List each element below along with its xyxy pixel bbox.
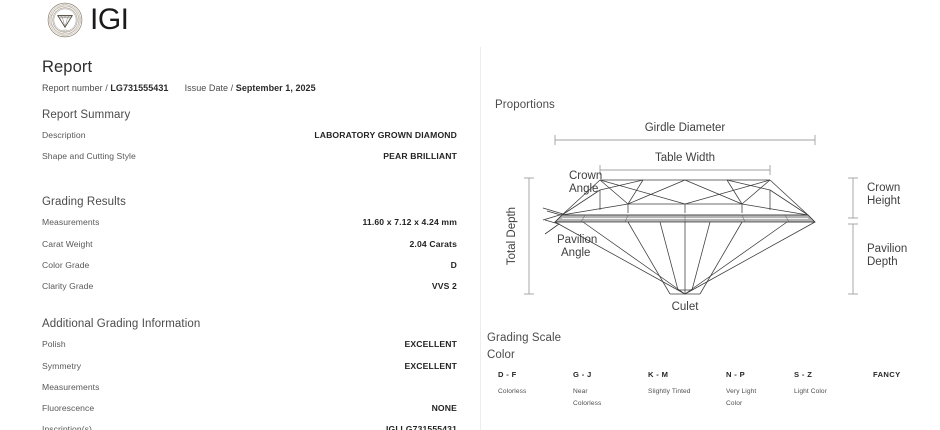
grading-scale-subtitle-color: Color: [487, 349, 515, 361]
color-scale-column-k-m: K - M Slightly Tinted: [648, 370, 691, 398]
row-description: Description LABORATORY GROWN DIAMOND: [42, 130, 457, 141]
row-label: Clarity Grade: [42, 281, 94, 292]
color-scale-column-s-z: S - Z Light Color: [794, 370, 827, 398]
row-label: Fluorescence: [42, 403, 95, 414]
color-grade-description-line2: Color: [726, 400, 743, 408]
igi-wordmark: IGI: [90, 3, 129, 36]
color-scale-column-n-p: N - P Very Light Color: [726, 370, 756, 410]
row-value: IGI LG731555431: [385, 424, 457, 430]
label-pavilion-angle-line1: Pavilion: [557, 234, 597, 246]
row-value: PEAR BRILLIANT: [383, 151, 457, 162]
row-value: VVS 2: [431, 281, 457, 292]
row-value: LABORATORY GROWN DIAMOND: [314, 130, 457, 140]
color-grade-range: D - F: [498, 370, 517, 379]
color-scale-column-d-f: D - F Colorless: [498, 370, 526, 398]
label-total-depth: Total Depth: [506, 207, 518, 265]
section-title-report-summary: Report Summary: [42, 109, 131, 121]
color-grade-description: Colorless: [498, 388, 527, 395]
row-inscriptions: Inscription(s) IGI LG731555431: [42, 424, 457, 430]
row-clarity-grade: Clarity Grade VVS 2: [42, 281, 457, 292]
label-crown-height-line2: Height: [867, 195, 901, 207]
color-scale-column-fancy: FANCY: [873, 370, 901, 386]
report-number-label: Report number /: [42, 83, 108, 93]
row-measurements-additional: Measurements: [42, 382, 457, 393]
section-title-grading-scale: Grading Scale: [487, 332, 562, 344]
row-value: 11.60 x 7.12 x 4.24 mm: [362, 217, 457, 228]
row-label: Inscription(s): [42, 424, 92, 430]
column-divider: [480, 47, 481, 430]
label-pavilion-depth-line2: Depth: [867, 256, 898, 268]
color-grade-description-line2: Colorless: [573, 400, 602, 408]
girdle-band: [554, 214, 816, 223]
svg-text:I G I: I G I: [63, 30, 68, 33]
label-crown-angle-line2: Angle: [569, 183, 598, 195]
color-scale-column-g-j: G - J Near Colorless: [573, 370, 601, 410]
color-grade-range: K - M: [648, 370, 669, 379]
row-symmetry: Symmetry EXCELLENT: [42, 361, 457, 372]
row-shape-cutting-style: Shape and Cutting Style PEAR BRILLIANT: [42, 151, 457, 162]
row-label: Measurements: [42, 217, 100, 228]
color-grade-range: FANCY: [873, 370, 901, 379]
section-title-proportions: Proportions: [495, 99, 555, 111]
row-label: Measurements: [42, 381, 100, 392]
label-pavilion-angle-line2: Angle: [561, 247, 590, 259]
section-title-grading-results: Grading Results: [42, 196, 126, 209]
grading-scale-section: Grading Scale Color D - F Colorless G - …: [487, 332, 937, 414]
report-details-column: Report Report number / LG731555431 Issue…: [42, 58, 457, 430]
igi-diamond-seal-icon: I G I: [47, 2, 83, 38]
dimension-lines: [524, 135, 858, 295]
color-grade-range: N - P: [726, 370, 746, 379]
diamond-proportions-diagram: Girdle Diameter Table Width Crown Angle …: [495, 112, 935, 317]
row-value: EXCELLENT: [404, 360, 457, 371]
color-grade-range: S - Z: [794, 370, 813, 379]
row-label: Description: [42, 130, 86, 140]
issue-date-label: Issue Date /: [184, 83, 234, 93]
report-meta-line: Report number / LG731555431 Issue Date /…: [42, 83, 457, 93]
color-scale-row: D - F Colorless G - J Near Colorless K -…: [498, 370, 937, 414]
row-value: 2.04 Carats: [409, 238, 457, 249]
section-title-additional-grading: Additional Grading Information: [42, 318, 201, 331]
row-measurements: Measurements 11.60 x 7.12 x 4.24 mm: [42, 217, 457, 228]
label-crown-angle-line1: Crown: [569, 170, 602, 182]
row-value: EXCELLENT: [404, 339, 457, 350]
color-grade-description: Slightly Tinted: [648, 388, 691, 395]
label-crown-height-line1: Crown: [867, 182, 900, 194]
row-label: Shape and Cutting Style: [42, 151, 136, 162]
color-grade-description: Light Color: [794, 388, 827, 395]
row-polish: Polish EXCELLENT: [42, 339, 457, 350]
row-carat-weight: Carat Weight 2.04 Carats: [42, 239, 457, 250]
row-value: D: [450, 259, 457, 270]
row-fluorescence: Fluorescence NONE: [42, 403, 457, 414]
row-label: Carat Weight: [42, 238, 93, 249]
label-girdle-diameter: Girdle Diameter: [645, 122, 726, 134]
issue-date-value: September 1, 2025: [235, 83, 316, 93]
report-number-value: LG731555431: [110, 83, 169, 93]
label-culet: Culet: [672, 301, 700, 312]
color-grade-range: G - J: [573, 370, 592, 379]
label-pavilion-depth-line1: Pavilion: [867, 243, 907, 255]
row-label: Polish: [42, 339, 66, 350]
igi-logo: I G I IGI: [47, 2, 129, 38]
color-grade-description-line1: Very Light: [726, 388, 757, 395]
row-label: Symmetry: [42, 360, 82, 371]
row-value: NONE: [431, 403, 457, 414]
page-title: Report: [42, 58, 93, 76]
label-table-width: Table Width: [655, 152, 715, 164]
row-color-grade: Color Grade D: [42, 260, 457, 271]
angle-arrow-icons: [542, 207, 565, 235]
color-grade-description-line1: Near: [573, 388, 588, 395]
row-label: Color Grade: [42, 259, 90, 270]
